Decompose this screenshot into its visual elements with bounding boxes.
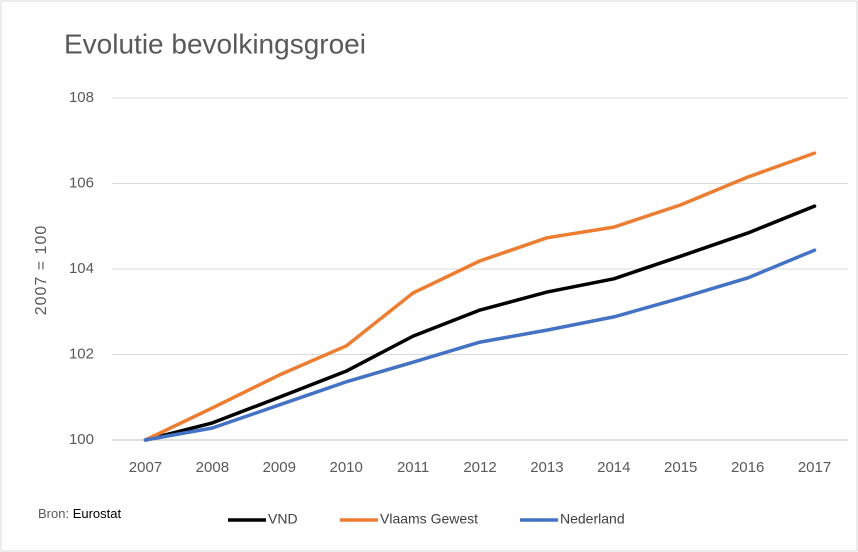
y-tick-label: 108	[69, 89, 94, 106]
legend-label: Nederland	[560, 511, 625, 527]
chart-title: Evolutie bevolkingsgroei	[64, 28, 366, 59]
line-series	[143, 151, 817, 442]
x-tick-label: 2017	[798, 459, 831, 476]
legend-label: Vlaams Gewest	[380, 511, 478, 527]
source: Bron: Eurostat	[38, 506, 122, 521]
y-tick-label: 102	[69, 345, 94, 362]
x-tick-label: 2011	[397, 459, 429, 476]
x-tick-label: 2007	[129, 459, 162, 476]
x-tick-label: 2008	[196, 459, 229, 476]
line-series	[143, 248, 817, 442]
line-series	[143, 204, 817, 442]
x-tick-label: 2012	[463, 459, 496, 476]
y-tick-label: 106	[69, 174, 94, 191]
x-tick-label: 2014	[597, 459, 630, 476]
x-tick-label: 2016	[731, 459, 764, 476]
y-tick-label: 100	[69, 431, 94, 448]
x-tick-label: 2015	[664, 459, 697, 476]
x-tick-label: 2010	[329, 459, 362, 476]
legend-label: VND	[268, 511, 298, 527]
y-axis-label: 2007 = 100	[33, 225, 50, 316]
y-tick-label: 104	[69, 260, 94, 277]
source-name: Eurostat	[73, 506, 122, 521]
x-tick-label: 2009	[263, 459, 296, 476]
x-tick-label: 2013	[530, 459, 563, 476]
source-label: Bron:	[38, 506, 69, 521]
